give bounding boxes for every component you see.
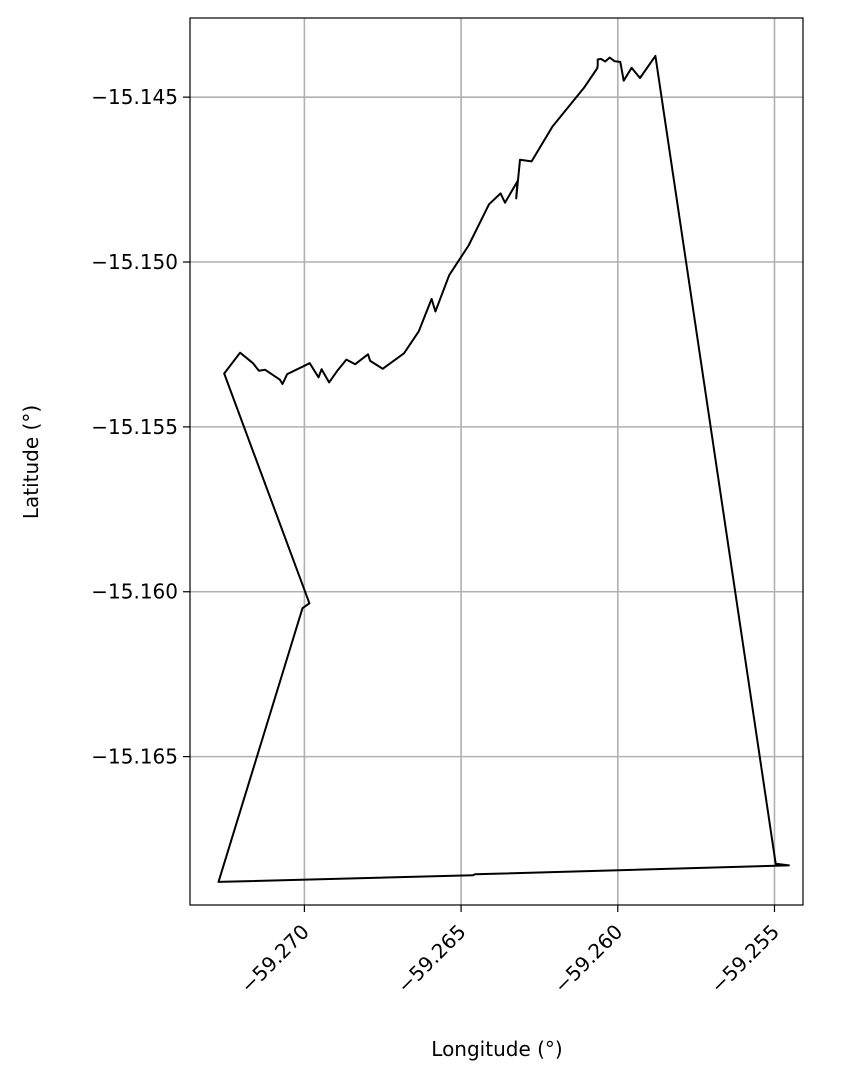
plot-area <box>217 54 790 883</box>
x-axis-label: Longitude (°) <box>431 1037 562 1061</box>
y-axis-label: Latitude (°) <box>19 405 43 519</box>
y-tick-label: −15.165 <box>91 745 178 769</box>
grid-lines <box>190 18 803 905</box>
plot-frame <box>189 17 804 906</box>
y-tick-label: −15.150 <box>91 250 178 274</box>
y-tick-label: −15.160 <box>91 580 178 604</box>
y-tick-label: −15.155 <box>91 415 178 439</box>
y-tick-label: −15.145 <box>91 85 178 109</box>
boundary-polygon <box>217 54 790 883</box>
